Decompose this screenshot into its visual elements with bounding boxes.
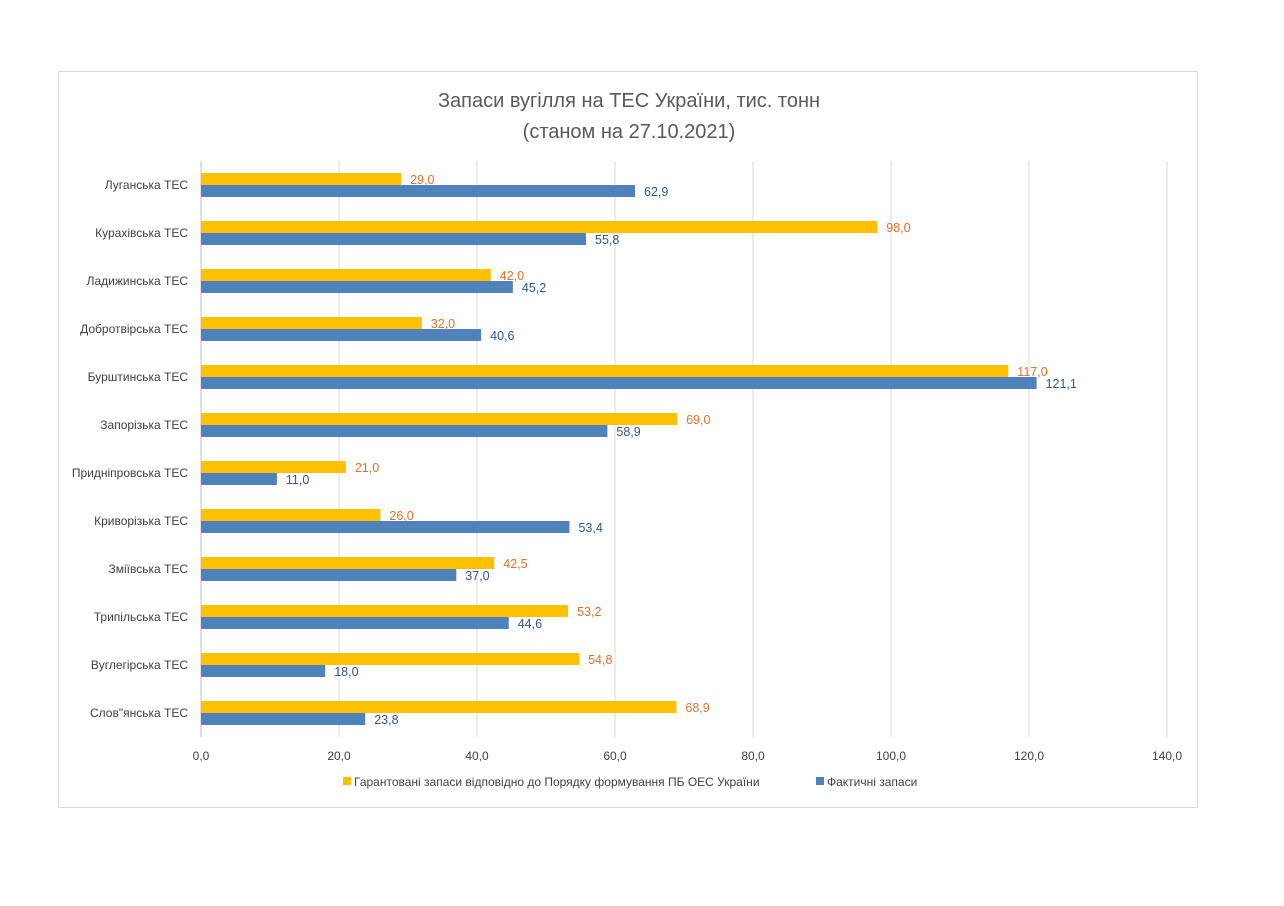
legend-swatch-guaranteed (343, 777, 351, 785)
x-tick-label-7: 140,0 (1152, 749, 1182, 763)
x-tick-label-2: 40,0 (465, 749, 489, 763)
data-label-guaranteed-3: 32,0 (431, 317, 455, 331)
data-label-actual-4: 121,1 (1046, 377, 1077, 391)
category-label-8: Зміївська ТЕС (108, 562, 188, 576)
category-label-2: Ладижинська ТЕС (87, 274, 189, 288)
bar-actual-5 (201, 425, 608, 437)
data-label-guaranteed-11: 68,9 (685, 701, 709, 715)
x-axis-ticks: 0,0 20,0 40,0 60,0 80,0 100,0 120,0 140,0 (193, 749, 1183, 763)
legend-label-guaranteed: Гарантовані запаси відповідно до Порядку… (354, 775, 760, 789)
bar-guaranteed-10 (201, 653, 580, 665)
chart-frame: Запаси вугілля на ТЕС України, тис. тонн… (58, 71, 1198, 808)
bar-actual-7 (201, 521, 570, 533)
bar-guaranteed-0 (201, 173, 402, 185)
chart-title-line-1: Запаси вугілля на ТЕС України, тис. тонн (438, 90, 820, 112)
bar-guaranteed-5 (201, 413, 678, 425)
x-tick-label-6: 120,0 (1014, 749, 1044, 763)
bar-actual-6 (201, 473, 277, 485)
bar-guaranteed-9 (201, 605, 569, 617)
data-label-guaranteed-0: 29,0 (410, 173, 434, 187)
x-tick-label-3: 60,0 (603, 749, 627, 763)
bar-guaranteed-8 (201, 557, 495, 569)
data-label-guaranteed-9: 53,2 (577, 605, 601, 619)
category-label-6: Придніпровська ТЕС (72, 466, 188, 480)
data-label-actual-5: 58,9 (616, 425, 640, 439)
bar-actual-1 (201, 233, 587, 245)
category-label-9: Трипільська ТЕС (94, 610, 189, 624)
bar-guaranteed-11 (201, 701, 677, 713)
data-label-guaranteed-6: 21,0 (355, 461, 379, 475)
bar-guaranteed-4 (201, 365, 1009, 377)
category-label-7: Криворізька ТЕС (94, 514, 188, 528)
bar-guaranteed-2 (201, 269, 491, 281)
bar-actual-11 (201, 713, 366, 725)
data-label-actual-1: 55,8 (595, 233, 619, 247)
data-label-guaranteed-2: 42,0 (500, 269, 524, 283)
bar-guaranteed-3 (201, 317, 422, 329)
x-tick-label-5: 100,0 (876, 749, 906, 763)
bar-actual-10 (201, 665, 326, 677)
legend: Гарантовані запаси відповідно до Порядку… (343, 775, 917, 789)
category-label-11: Слов"янська ТЕС (90, 706, 188, 720)
bar-actual-9 (201, 617, 509, 629)
category-label-1: Курахівська ТЕС (95, 226, 188, 240)
category-labels: Луганська ТЕС Курахівська ТЕС Ладижинська … (72, 178, 188, 720)
data-label-actual-7: 53,4 (578, 521, 602, 535)
bar-actual-0 (201, 185, 636, 197)
data-label-guaranteed-8: 42,5 (503, 557, 527, 571)
data-label-actual-0: 62,9 (644, 185, 668, 199)
bars (201, 173, 1037, 725)
data-label-guaranteed-10: 54,8 (588, 653, 612, 667)
category-label-5: Запорізька ТЕС (100, 418, 188, 432)
x-tick-label-4: 80,0 (741, 749, 765, 763)
category-label-0: Луганська ТЕС (105, 178, 189, 192)
data-labels: 29,0 62,9 98,0 55,8 42,045,2 32,0 40,6 117,0121… (286, 173, 1077, 727)
bar-actual-4 (201, 377, 1037, 389)
data-label-actual-2: 45,2 (522, 281, 546, 295)
data-label-actual-8: 37,0 (465, 569, 489, 583)
x-tick-label-1: 20,0 (327, 749, 351, 763)
bar-actual-8 (201, 569, 457, 581)
chart-title-line-2: (станом на 27.10.2021) (523, 121, 736, 143)
data-label-actual-10: 18,0 (334, 665, 358, 679)
category-label-4: Бурштинська ТЕС (88, 370, 189, 384)
data-label-actual-9: 44,6 (518, 617, 542, 631)
data-label-actual-3: 40,6 (490, 329, 514, 343)
category-label-10: Вуглегірська ТЕС (91, 658, 188, 672)
data-label-actual-6: 11,0 (286, 473, 309, 487)
bar-actual-3 (201, 329, 482, 341)
x-tick-label-0: 0,0 (193, 749, 210, 763)
category-label-3: Добротвірська ТЕС (80, 322, 188, 336)
data-label-actual-11: 23,8 (374, 713, 398, 727)
data-label-guaranteed-4: 117,0 (1017, 365, 1047, 379)
bar-guaranteed-6 (201, 461, 346, 473)
data-label-guaranteed-5: 69,0 (686, 413, 710, 427)
bar-actual-2 (201, 281, 513, 293)
legend-label-actual: Фактичні запаси (827, 775, 917, 789)
gridlines (200, 161, 1168, 737)
data-label-guaranteed-1: 98,0 (886, 221, 910, 235)
bar-guaranteed-7 (201, 509, 381, 521)
chart-title: Запаси вугілля на ТЕС України, тис. тонн… (438, 90, 820, 143)
bar-chart: Запаси вугілля на ТЕС України, тис. тонн… (72, 90, 1183, 789)
data-label-guaranteed-7: 26,0 (389, 509, 413, 523)
bar-guaranteed-1 (201, 221, 878, 233)
legend-swatch-actual (816, 777, 824, 785)
